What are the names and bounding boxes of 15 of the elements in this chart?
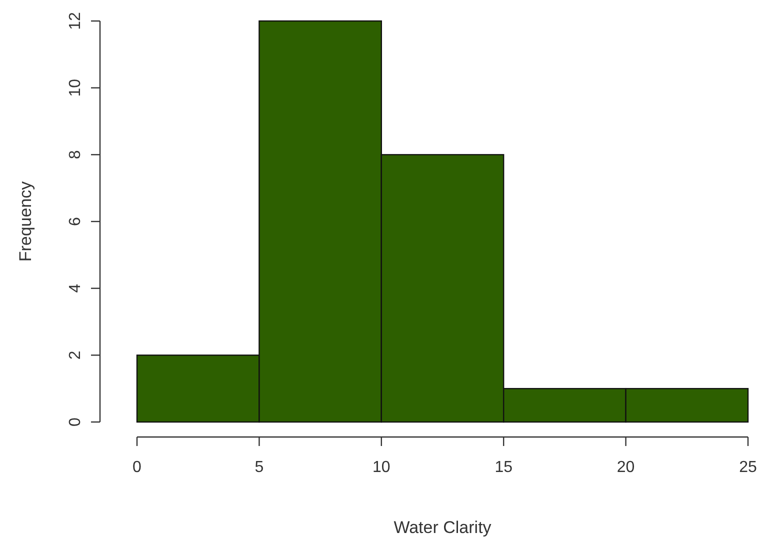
y-axis-title: Frequency <box>16 180 35 262</box>
y-tick-label: 0 <box>67 417 84 426</box>
x-axis-title: Water Clarity <box>394 518 492 537</box>
x-tick-label: 10 <box>372 459 390 476</box>
y-tick-label: 2 <box>67 350 84 360</box>
x-tick-label: 15 <box>494 459 513 476</box>
y-tick-label: 6 <box>67 216 84 226</box>
x-tick-label: 20 <box>616 459 635 476</box>
x-tick-label: 25 <box>739 459 757 476</box>
x-tick-label: 0 <box>132 459 142 476</box>
y-tick-label: 4 <box>67 284 84 293</box>
x-tick-label: 5 <box>254 459 264 476</box>
y-tick-label: 12 <box>67 12 84 30</box>
y-tick-label: 10 <box>67 78 84 97</box>
y-tick-label: 8 <box>67 150 84 160</box>
